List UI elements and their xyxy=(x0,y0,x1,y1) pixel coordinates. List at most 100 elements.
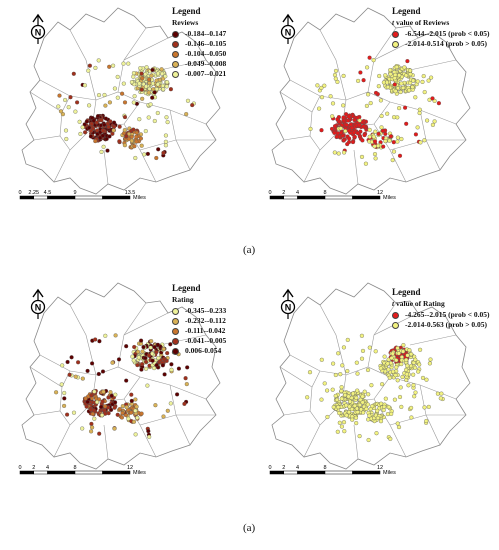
legend-title: Legend xyxy=(172,283,201,293)
point-mark xyxy=(143,359,149,364)
map-panel-reviews: N 0 2.25 4.5 9 13.5 Miles Legend Reviews -0.18… xyxy=(0,0,249,215)
point-mark xyxy=(92,389,97,394)
point-mark xyxy=(131,358,136,363)
map-legend: Legend t value of Reviews -6.544--2.015 … xyxy=(392,6,490,49)
point-mark xyxy=(176,366,181,371)
point-mark xyxy=(73,374,78,379)
point-mark xyxy=(415,125,420,130)
point-mark xyxy=(390,351,395,356)
point-mark xyxy=(391,369,396,374)
point-mark xyxy=(133,397,138,402)
point-mark xyxy=(134,130,139,135)
point-mark xyxy=(379,113,384,119)
point-mark xyxy=(315,83,320,88)
point-mark xyxy=(416,369,421,374)
point-mark xyxy=(117,124,122,129)
point-mark xyxy=(162,357,167,362)
legend-swatch-icon xyxy=(172,347,179,355)
point-mark xyxy=(341,420,347,425)
point-mark xyxy=(88,407,93,412)
district-boundary xyxy=(303,99,347,183)
district-boundary xyxy=(303,374,347,458)
point-mark xyxy=(89,121,94,126)
point-mark xyxy=(396,351,401,356)
point-mark xyxy=(341,138,346,143)
point-mark xyxy=(165,351,170,356)
point-mark xyxy=(368,101,373,106)
point-mark xyxy=(385,111,390,116)
point-mark xyxy=(362,389,367,394)
legend-swatch-icon xyxy=(392,30,399,38)
point-mark xyxy=(422,405,427,410)
point-mark xyxy=(413,390,418,395)
point-mark xyxy=(99,404,104,409)
point-mark xyxy=(319,95,325,100)
point-mark xyxy=(93,65,98,70)
point-mark xyxy=(325,414,330,420)
point-mark xyxy=(90,361,95,366)
point-mark xyxy=(307,370,313,375)
point-mark xyxy=(384,80,390,85)
point-mark xyxy=(407,88,412,93)
legend-entry: -0.041--0.005 xyxy=(172,336,226,346)
point-mark xyxy=(397,394,403,400)
point-mark xyxy=(133,432,138,437)
point-mark xyxy=(145,383,150,388)
district-boundary xyxy=(409,59,457,71)
point-mark xyxy=(100,369,106,374)
point-mark xyxy=(140,362,145,367)
point-mark xyxy=(163,139,168,144)
point-mark xyxy=(387,138,392,143)
point-mark xyxy=(395,421,400,426)
point-mark xyxy=(132,94,137,99)
point-mark xyxy=(408,72,413,77)
north-arrow-icon: N xyxy=(30,13,46,44)
point-mark xyxy=(130,354,135,359)
point-mark xyxy=(427,361,432,366)
point-mark xyxy=(380,382,385,387)
point-mark xyxy=(155,342,160,347)
point-mark xyxy=(430,122,435,127)
legend-entry: -0.111--0.042 xyxy=(172,326,226,336)
scale-tick-label: 0 xyxy=(268,465,271,471)
district-boundary xyxy=(353,149,359,185)
point-mark xyxy=(106,124,111,129)
point-mark xyxy=(355,371,360,376)
point-mark xyxy=(410,85,415,90)
point-mark xyxy=(395,346,400,351)
point-mark xyxy=(146,353,152,358)
point-mark xyxy=(357,434,362,439)
point-mark xyxy=(367,55,372,60)
point-mark xyxy=(149,339,154,344)
legend-label: -2.014-0.563 (prob > 0.05) xyxy=(405,320,488,329)
point-mark xyxy=(132,344,137,350)
point-mark xyxy=(364,406,369,411)
legend-swatch-icon xyxy=(172,70,179,78)
point-mark xyxy=(155,71,161,76)
point-mark xyxy=(425,118,430,123)
point-mark xyxy=(99,118,104,123)
point-mark xyxy=(348,399,353,404)
point-mark xyxy=(168,401,173,406)
point-mark xyxy=(164,115,169,120)
point-mark xyxy=(357,402,362,408)
point-mark xyxy=(374,431,379,436)
north-letter: N xyxy=(35,28,42,38)
scale-tick-label: 2 xyxy=(32,465,35,471)
point-mark xyxy=(401,349,406,354)
legend-swatch-icon xyxy=(172,60,179,68)
district-boundary xyxy=(123,37,169,61)
point-mark xyxy=(406,383,411,388)
point-mark xyxy=(134,139,139,144)
map-legend: Legend Rating -0.345--0.233 -0.232--0.112… xyxy=(172,283,226,356)
legend-label: -0.345--0.233 xyxy=(185,306,227,315)
point-mark xyxy=(120,410,125,416)
point-mark xyxy=(342,429,347,434)
point-mark xyxy=(140,96,145,101)
legend-label: -0.104--0.050 xyxy=(185,49,227,58)
point-mark xyxy=(344,403,349,408)
scale-tick-label: 2.25 xyxy=(28,190,39,196)
point-mark xyxy=(107,134,112,139)
point-mark xyxy=(54,390,59,395)
